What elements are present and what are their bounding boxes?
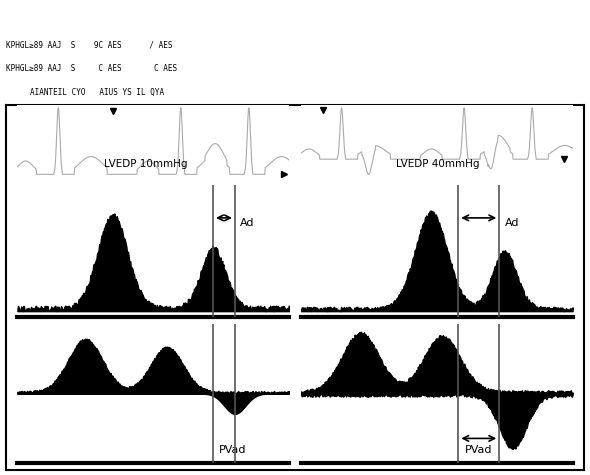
- Text: AIANTEIL CYO   AIUS YS IL QYA: AIANTEIL CYO AIUS YS IL QYA: [30, 88, 163, 97]
- Text: KPHGL≥89 AAJ  S    9C AES      / AES: KPHGL≥89 AAJ S 9C AES / AES: [6, 40, 172, 49]
- Text: PVad: PVad: [218, 445, 246, 455]
- Text: KPHGL≥89 AAJ  S     C AES       C AES: KPHGL≥89 AAJ S C AES C AES: [6, 64, 177, 73]
- Text: Ad: Ad: [240, 218, 255, 228]
- Text: Ad: Ad: [504, 218, 519, 228]
- Text: PVad: PVad: [465, 445, 493, 455]
- Text: LVEDP 40mmHg: LVEDP 40mmHg: [396, 159, 480, 169]
- Text: LVEDP 10mmHg: LVEDP 10mmHg: [104, 159, 188, 169]
